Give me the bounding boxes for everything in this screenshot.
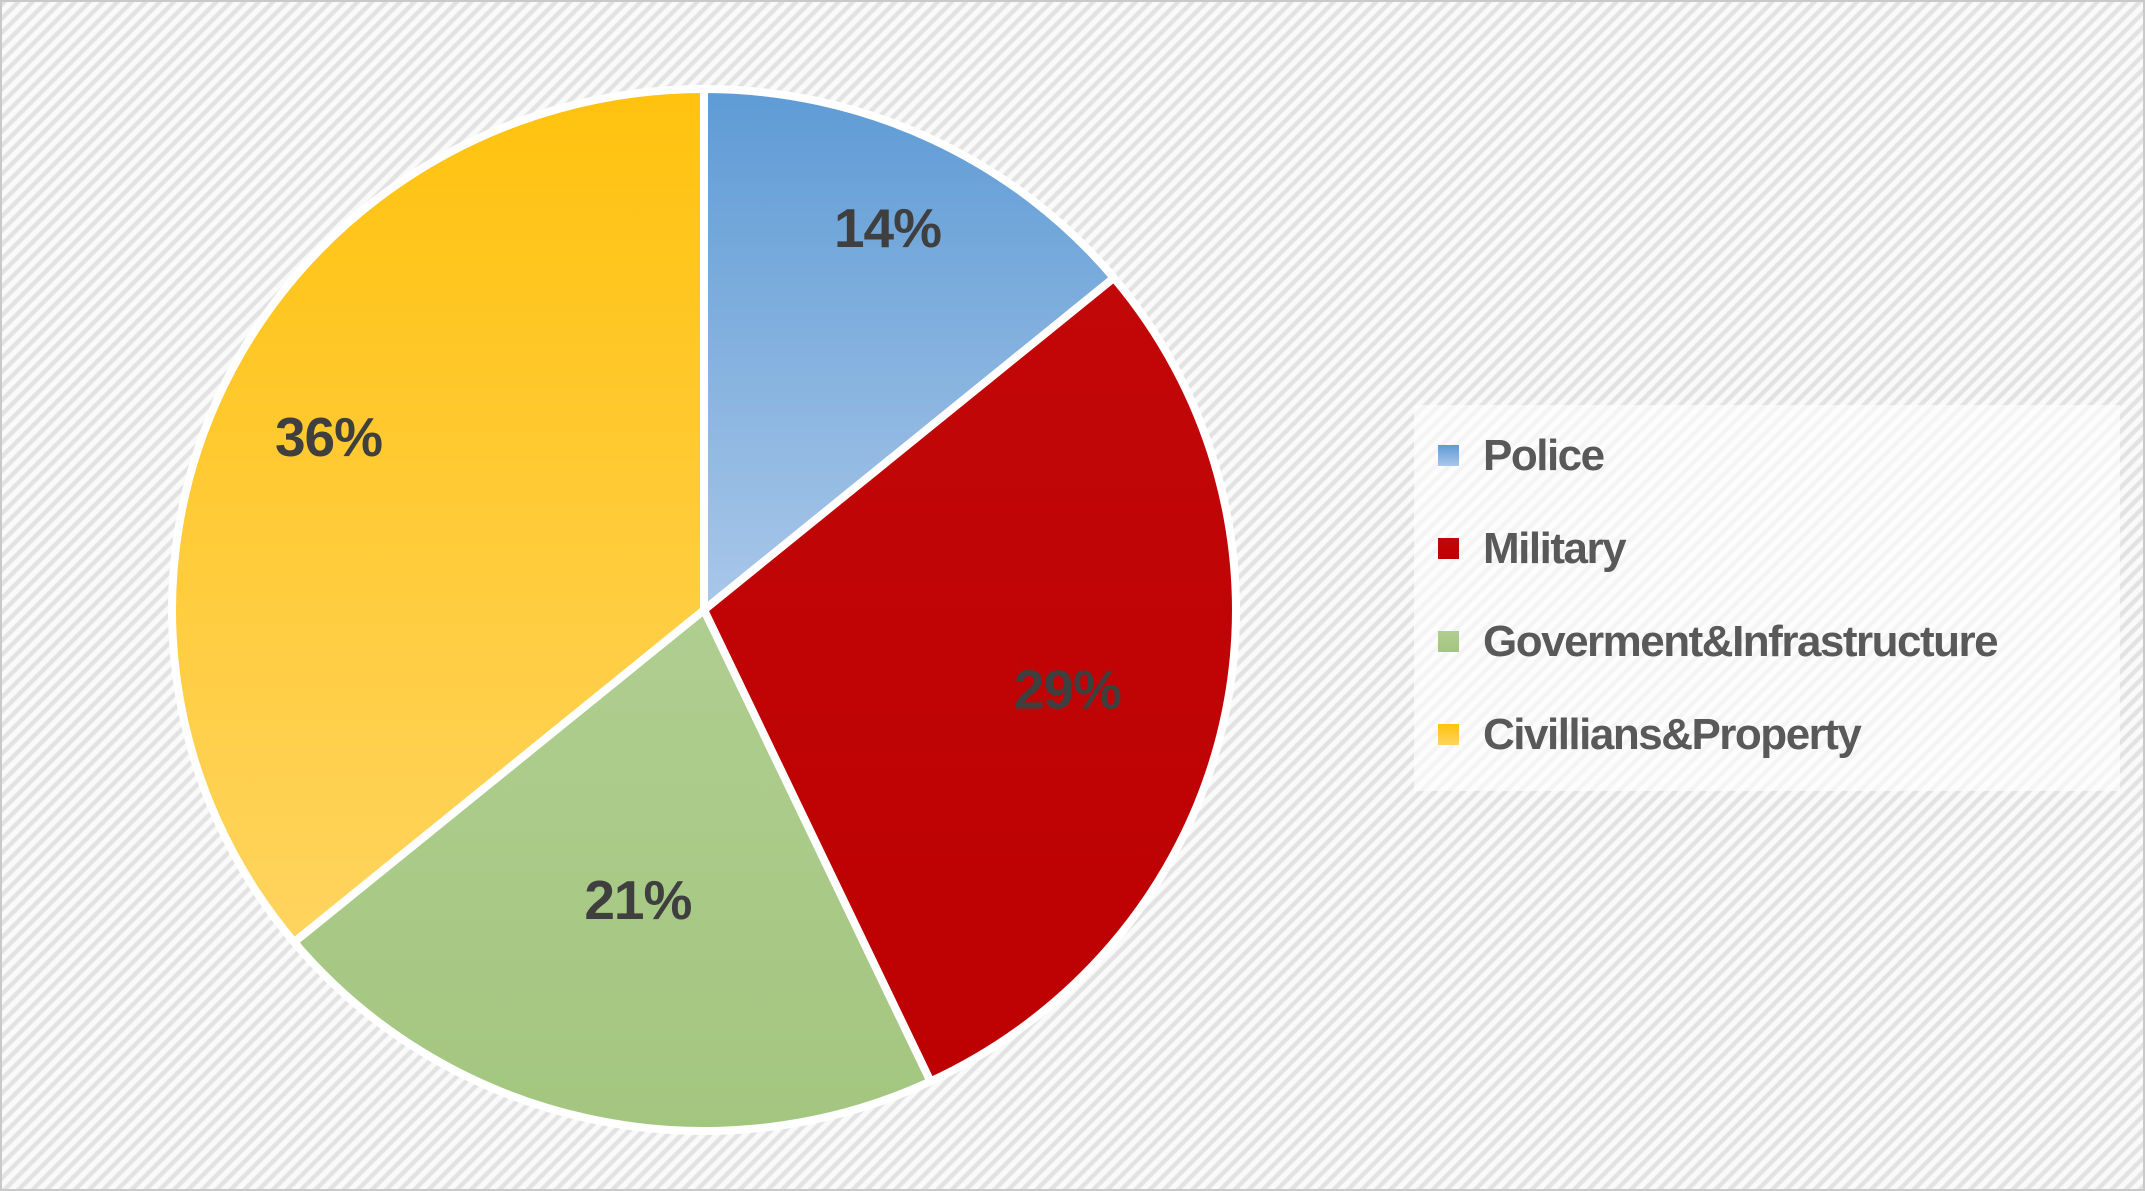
pie-label-1: 29% <box>1014 659 1121 721</box>
legend-item-goverment-infrastructure: Goverment&Infrastructure <box>1414 595 2120 688</box>
legend-label-goverment-infrastructure: Goverment&Infrastructure <box>1483 616 1999 666</box>
pie-slice-3 <box>168 85 708 947</box>
legend: Police Military Goverment&Infrastructure… <box>1414 405 2120 791</box>
legend-item-civillians-property: Civillians&Property <box>1414 688 2120 781</box>
legend-marker-civillians-property <box>1438 724 1459 745</box>
pie-slice-2 <box>290 606 935 1135</box>
legend-item-military: Military <box>1414 502 2120 595</box>
legend-item-police: Police <box>1414 409 2120 502</box>
legend-label-civillians-property: Civillians&Property <box>1483 709 1862 759</box>
pie-label-3: 36% <box>275 406 382 468</box>
legend-marker-goverment-infrastructure <box>1438 631 1459 652</box>
pie-label-2: 21% <box>584 869 691 931</box>
legend-label-military: Military <box>1483 523 1627 573</box>
legend-label-police: Police <box>1483 430 1605 480</box>
legend-marker-police <box>1438 445 1459 466</box>
pie-slice-0 <box>700 85 1118 614</box>
pie-label-0: 14% <box>834 197 941 259</box>
legend-marker-military <box>1438 538 1459 559</box>
